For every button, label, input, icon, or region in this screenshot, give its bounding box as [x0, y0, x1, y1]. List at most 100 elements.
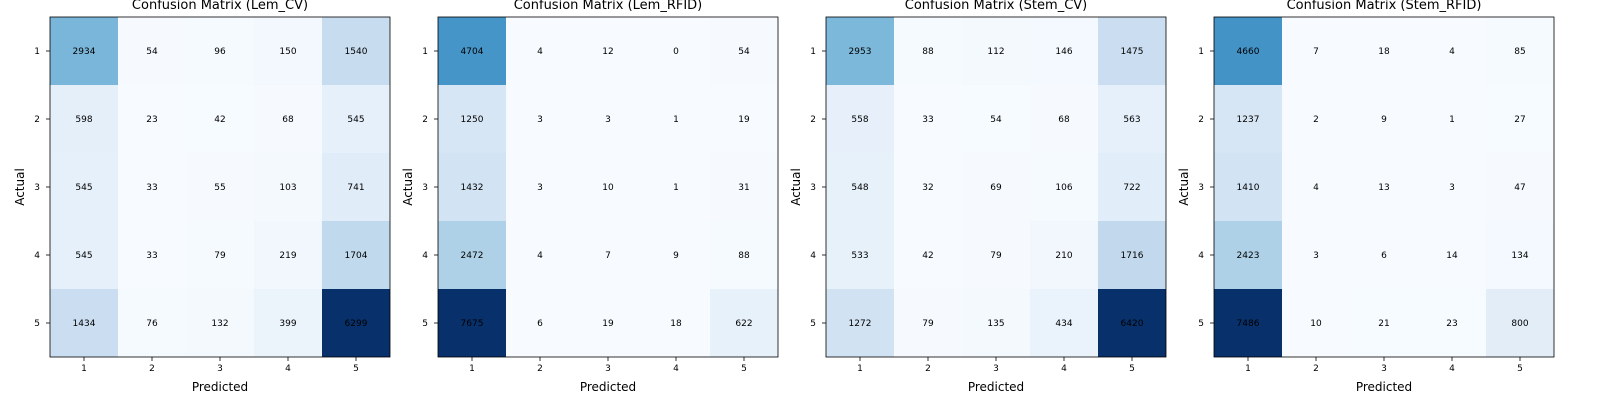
heatmap-cell: [1098, 17, 1166, 85]
heatmap-cell: [1098, 221, 1166, 289]
cell-value-label: 42: [922, 251, 933, 261]
heatmap-cell: [894, 289, 962, 357]
chart-title: Confusion Matrix (Stem_RFID): [1287, 0, 1482, 13]
cell-value-label: 533: [851, 251, 868, 261]
x-tick-label: 5: [1129, 364, 1135, 374]
y-tick-label: 4: [1198, 251, 1204, 261]
cell-value-label: 4704: [461, 47, 484, 57]
heatmap-cell: [1030, 221, 1098, 289]
cell-value-label: 2953: [849, 47, 872, 57]
cell-value-label: 54: [146, 47, 158, 57]
x-tick-label: 5: [1517, 364, 1523, 374]
heatmap-cell: [1418, 289, 1486, 357]
cell-value-label: 598: [75, 115, 92, 125]
heatmap-cell: [118, 85, 186, 153]
heatmap-cell: [574, 289, 642, 357]
y-tick-label: 5: [810, 319, 816, 329]
y-tick-label: 4: [34, 251, 40, 261]
x-tick-label: 3: [1381, 364, 1387, 374]
cell-value-label: 79: [990, 251, 1002, 261]
heatmap-cell: [826, 17, 894, 85]
cell-value-label: 9: [673, 251, 679, 261]
heatmap-cell: [1030, 153, 1098, 221]
y-tick-label: 5: [422, 319, 428, 329]
heatmap-cell: [1418, 153, 1486, 221]
y-axis-label: Actual: [1177, 168, 1191, 206]
cell-value-label: 135: [987, 319, 1004, 329]
x-tick-label: 1: [1245, 364, 1251, 374]
heatmap-cell: [50, 85, 118, 153]
x-tick-label: 4: [1061, 364, 1067, 374]
cell-value-label: 545: [75, 183, 92, 193]
x-tick-label: 4: [673, 364, 679, 374]
y-tick-label: 3: [34, 183, 40, 193]
heatmap-cell: [254, 153, 322, 221]
heatmap-cell: [1030, 17, 1098, 85]
y-tick-label: 1: [1198, 47, 1204, 57]
x-tick-label: 2: [1313, 364, 1319, 374]
heatmap-cell: [962, 153, 1030, 221]
heatmap-cell: [894, 17, 962, 85]
cell-value-label: 7: [605, 251, 611, 261]
cell-value-label: 132: [211, 319, 228, 329]
heatmap-cell: [1030, 289, 1098, 357]
heatmap-cell: [50, 221, 118, 289]
heatmap-cell: [186, 221, 254, 289]
cell-value-label: 6420: [1121, 319, 1144, 329]
heatmap-cell: [1350, 85, 1418, 153]
heatmap-cell: [254, 85, 322, 153]
cell-value-label: 76: [146, 319, 158, 329]
y-tick-label: 5: [34, 319, 40, 329]
heatmap-cell: [1030, 85, 1098, 153]
x-tick-label: 3: [217, 364, 223, 374]
heatmap-cell: [710, 289, 778, 357]
y-axis-label: Actual: [13, 168, 27, 206]
heatmap-cell: [506, 221, 574, 289]
cell-value-label: 150: [279, 47, 296, 57]
cell-value-label: 106: [1055, 183, 1072, 193]
cell-value-label: 2: [1313, 115, 1319, 125]
x-tick-label: 3: [993, 364, 999, 374]
heatmap-cell: [710, 153, 778, 221]
cell-value-label: 33: [146, 251, 157, 261]
cell-value-label: 85: [1514, 47, 1525, 57]
heatmap-cell: [506, 289, 574, 357]
heatmap-cell: [186, 85, 254, 153]
heatmap-cell: [1214, 85, 1282, 153]
heatmap-cell: [438, 289, 506, 357]
cell-value-label: 545: [347, 115, 364, 125]
cell-value-label: 1475: [1121, 47, 1144, 57]
heatmap-cell: [1282, 85, 1350, 153]
x-tick-label: 3: [605, 364, 611, 374]
y-tick-label: 3: [810, 183, 816, 193]
cell-value-label: 7: [1313, 47, 1319, 57]
heatmap-cell: [1214, 289, 1282, 357]
cell-value-label: 9: [1381, 115, 1387, 125]
cell-value-label: 88: [922, 47, 934, 57]
cell-value-label: 33: [922, 115, 933, 125]
x-tick-label: 4: [1449, 364, 1455, 374]
heatmap-cell: [1282, 221, 1350, 289]
heatmap-cell: [322, 289, 390, 357]
heatmap-cell: [962, 17, 1030, 85]
cell-value-label: 103: [279, 183, 296, 193]
y-tick-label: 2: [422, 115, 428, 125]
heatmap-cell: [642, 289, 710, 357]
heatmap-cell: [962, 85, 1030, 153]
x-axis-label: Predicted: [1356, 380, 1412, 394]
heatmap-cell: [506, 85, 574, 153]
heatmap-cell: [1486, 289, 1554, 357]
cell-value-label: 1540: [345, 47, 368, 57]
cell-value-label: 10: [602, 183, 614, 193]
cell-value-label: 10: [1310, 319, 1322, 329]
cell-value-label: 1704: [345, 251, 368, 261]
cell-value-label: 55: [214, 183, 225, 193]
cell-value-label: 0: [673, 47, 679, 57]
x-tick-label: 5: [353, 364, 359, 374]
heatmap-cell: [642, 221, 710, 289]
heatmap-cell: [574, 17, 642, 85]
heatmap-cell: [438, 85, 506, 153]
x-tick-label: 2: [537, 364, 543, 374]
